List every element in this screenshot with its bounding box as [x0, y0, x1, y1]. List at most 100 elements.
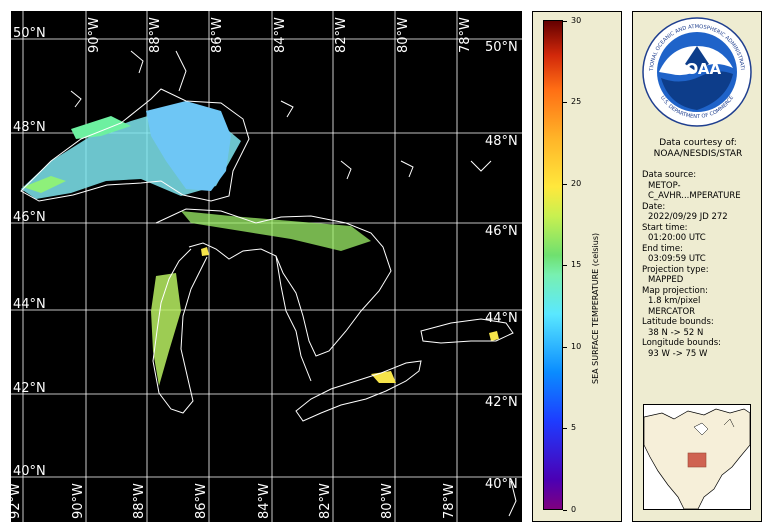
- meta-value: MERCATOR: [648, 306, 696, 317]
- lon-label-top: 84°W: [273, 17, 288, 53]
- info-panel: NOAA NATIONAL OCEANIC AND ATMOSPHERIC AD…: [632, 11, 762, 522]
- lon-label-bottom: 78°W: [442, 483, 457, 519]
- lon-label-bottom: 82°W: [318, 483, 333, 519]
- lon-label-top: 90°W: [87, 17, 102, 53]
- lat-label-left: 48°N: [13, 120, 46, 135]
- northern-lake-a: [130, 50, 144, 74]
- meta-value: 38 N -> 52 N: [648, 327, 704, 338]
- credit-line: NOAA/NESDIS/STAR: [653, 149, 743, 159]
- superior-warm-edge-sst: [23, 176, 66, 193]
- lake-michigan-shore: [152, 248, 208, 414]
- sst-colorbar: [543, 20, 563, 510]
- lake-erie-warm-sst: [371, 371, 396, 383]
- michigan-thumb-shore: [275, 255, 312, 382]
- colorbar-tick: [563, 347, 567, 348]
- colorbar-title: SEA SURFACE TEMPERATURE (celsius): [591, 232, 600, 384]
- lat-label-left: 50°N: [13, 26, 46, 41]
- meta-key: Date:: [642, 201, 666, 212]
- meta-value: MAPPED: [648, 275, 684, 285]
- graticule: [11, 11, 522, 522]
- meta-key: Latitude bounds:: [642, 317, 714, 327]
- locator-inset-map: [643, 404, 751, 510]
- lat-label-left: 40°N: [13, 464, 46, 479]
- meta-key: Projection type:: [642, 264, 709, 275]
- meta-value: 01:20:00 UTC: [648, 233, 706, 243]
- lake-ontario-warm-sst: [489, 331, 499, 341]
- lat-label-right: 46°N: [485, 224, 518, 239]
- colorbar-tick: [563, 21, 567, 22]
- lat-label-right: 50°N: [485, 40, 518, 55]
- colorbar-tick: [563, 102, 567, 103]
- lat-label-right: 48°N: [485, 134, 518, 149]
- meta-value: 03:09:59 UTC: [648, 254, 706, 264]
- lake-superior-cool-core-sst: [146, 101, 231, 191]
- lake-huron-north-sst: [181, 211, 371, 251]
- colorbar-tick-label: 15: [571, 260, 582, 269]
- nipigon-shore: [175, 50, 187, 92]
- data-credit: Data courtesy of: NOAA/NESDIS/STAR: [633, 138, 763, 160]
- lake-michigan-east-sst: [151, 273, 181, 386]
- map-canvas: [11, 11, 522, 522]
- lon-label-bottom: 80°W: [380, 483, 395, 519]
- meta-value: 93 W -> 75 W: [648, 348, 708, 359]
- northern-lake-e: [70, 90, 82, 108]
- hudson-bay: [693, 422, 709, 436]
- lat-label-left: 44°N: [13, 297, 46, 312]
- lat-label-right: 40°N: [485, 477, 518, 492]
- colorbar-tick: [563, 428, 567, 429]
- sst-map: 50°N 48°N 46°N 44°N 42°N 40°N 50°N 48°N …: [11, 11, 522, 522]
- meta-key: Start time:: [642, 222, 688, 233]
- northern-lake-d: [470, 160, 492, 172]
- colorbar-tick-label: 5: [571, 423, 577, 432]
- colorbar-tick-label: 10: [571, 342, 582, 351]
- logo-text: NOAA: [673, 60, 722, 78]
- lat-label-right: 42°N: [485, 395, 518, 410]
- lon-label-bottom: 84°W: [257, 483, 272, 519]
- lake-ontario-shore: [420, 318, 514, 344]
- meta-key: Data source:: [642, 170, 697, 180]
- lon-label-bottom: 88°W: [132, 483, 147, 519]
- northern-lake-b: [340, 160, 352, 180]
- credit-line: Data courtesy of:: [659, 138, 737, 148]
- colorbar-tick: [563, 184, 567, 185]
- lat-label-left: 46°N: [13, 210, 46, 225]
- lake-huron-shore: [155, 208, 392, 357]
- coastlines: [20, 50, 517, 517]
- lon-label-top: 88°W: [148, 17, 163, 53]
- lon-label-top: 78°W: [458, 17, 473, 53]
- northern-lake-c: [400, 160, 414, 178]
- locator-map-svg: [644, 405, 750, 509]
- lon-label-top: 86°W: [210, 17, 225, 53]
- meta-value: 1.8 km/pixel: [648, 296, 701, 306]
- lake-erie-shore: [295, 360, 422, 422]
- colorbar-tick: [563, 265, 567, 266]
- lat-label-left: 42°N: [13, 381, 46, 396]
- map-extent-highlight: [687, 452, 707, 468]
- metadata-list: Data source: METOP- C_AVHR...MPERATURE D…: [642, 170, 741, 359]
- lon-label-bottom: 86°W: [194, 483, 209, 519]
- lake-superior-shore: [20, 88, 250, 202]
- meta-value: C_AVHR...MPERATURE: [648, 191, 741, 201]
- meta-key: End time:: [642, 243, 683, 254]
- lat-label-right: 44°N: [485, 311, 518, 326]
- lon-label-bottom: 92°W: [11, 483, 23, 519]
- meta-key: Longitude bounds:: [642, 338, 722, 348]
- colorbar-tick-label: 25: [571, 97, 582, 106]
- meta-value: METOP-: [648, 180, 681, 191]
- colorbar-tick: [563, 510, 567, 511]
- lon-label-bottom: 90°W: [71, 483, 86, 519]
- colorbar-tick-label: 20: [571, 179, 582, 188]
- lon-label-top: 82°W: [334, 17, 349, 53]
- colorbar-tick-label: 0: [571, 505, 577, 514]
- colorbar-tick-label: 30: [571, 16, 582, 25]
- superior-north-edge-sst: [71, 116, 131, 139]
- meta-key: Map projection:: [642, 285, 708, 296]
- east-coast-fragment: [508, 480, 517, 517]
- colorbar-panel: 0 5 10 15 20 25 30 SEA SURFACE TEMPERATU…: [532, 11, 622, 522]
- meta-value: 2022/09/29 JD 272: [648, 212, 728, 222]
- lon-label-top: 80°W: [396, 17, 411, 53]
- noaa-logo: NOAA NATIONAL OCEANIC AND ATMOSPHERIC AD…: [641, 16, 752, 127]
- arctic-island: [723, 418, 735, 428]
- sst-data: [21, 101, 499, 386]
- bay-warm-sst: [201, 247, 209, 256]
